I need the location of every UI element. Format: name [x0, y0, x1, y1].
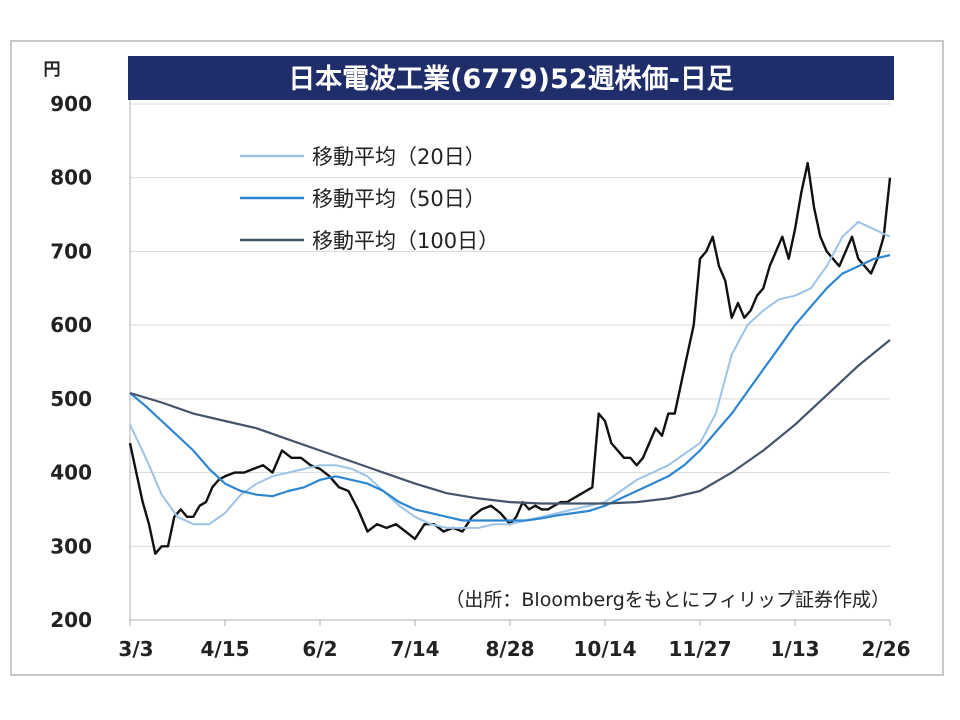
x-tick-label-8: 2/26	[861, 637, 910, 661]
x-tick-label-5: 10/14	[574, 637, 637, 661]
series-line-price	[128, 161, 892, 555]
y-tick-label-500: 500	[50, 387, 92, 411]
y-tick-label-800: 800	[50, 166, 92, 190]
x-tick-label-0: 3/3	[118, 637, 153, 661]
y-tick-label-600: 600	[50, 313, 92, 337]
stock-price-chart: 日本電波工業(6779)52週株価-日足 円 移動平均（20日） 移動平均（50日…	[44, 56, 911, 661]
y-tick-label-200: 200	[50, 608, 92, 632]
y-axis-unit: 円	[44, 60, 61, 80]
x-tick-label-1: 4/15	[200, 637, 249, 661]
x-tick-label-4: 8/28	[485, 637, 534, 661]
series-lines	[128, 161, 892, 555]
legend: 移動平均（20日） 移動平均（50日） 移動平均（100日）	[240, 145, 499, 253]
series-line-ma20	[129, 220, 891, 529]
title-banner	[128, 56, 894, 100]
y-tick-label-700: 700	[50, 239, 92, 263]
chart-frame: 日本電波工業(6779)52週株価-日足 円 移動平均（20日） 移動平均（50日…	[10, 40, 944, 676]
y-tick-label-300: 300	[50, 534, 92, 558]
gridlines	[130, 103, 890, 547]
x-tick-label-7: 1/13	[770, 637, 819, 661]
x-tick-labels: 3/3 4/15 6/2 7/14 8/28 10/14 11/27 1/13 2/26	[118, 637, 910, 661]
source-note: （出所：Bloombergをもとにフィリップ証券作成）	[445, 589, 890, 611]
legend-label-ma100: 移動平均（100日）	[312, 229, 499, 253]
y-tick-labels: 900 800 700 600 500 400 300 200	[50, 92, 92, 632]
series-line-ma50	[129, 254, 891, 522]
axes	[129, 100, 891, 626]
series-line-ma100	[129, 339, 891, 505]
x-tick-label-2: 6/2	[302, 637, 337, 661]
y-tick-label-400: 400	[50, 461, 92, 485]
x-tick-label-3: 7/14	[390, 637, 439, 661]
legend-label-ma20: 移動平均（20日）	[312, 145, 486, 169]
legend-label-ma50: 移動平均（50日）	[312, 187, 486, 211]
y-tick-label-900: 900	[50, 92, 92, 116]
chart-title: 日本電波工業(6779)52週株価-日足	[288, 64, 734, 95]
x-tick-label-6: 11/27	[669, 637, 732, 661]
